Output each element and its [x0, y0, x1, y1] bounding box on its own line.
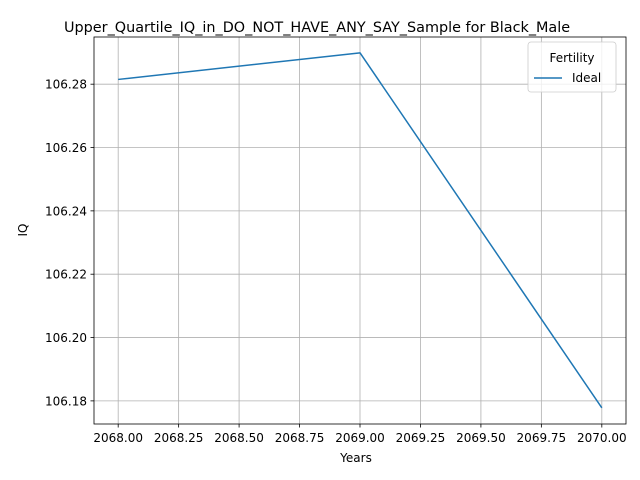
series-line-ideal [118, 52, 603, 409]
y-tick-label: 106.20 [45, 331, 87, 345]
x-tick-label: 2068.00 [93, 431, 143, 445]
chart-title: Upper_Quartile_IQ_in_DO_NOT_HAVE_ANY_SAY… [64, 20, 570, 36]
y-tick-label: 106.18 [45, 394, 87, 408]
x-tick-label: 2069.00 [335, 431, 385, 445]
x-tick-label: 2069.75 [517, 431, 567, 445]
x-tick-label: 2069.25 [396, 431, 446, 445]
legend-title: Fertility [549, 51, 594, 65]
x-tick-label: 2070.00 [577, 431, 627, 445]
y-tick-label: 106.24 [45, 204, 87, 218]
x-axis-label: Years [339, 451, 372, 465]
x-tick-label: 2068.25 [154, 431, 204, 445]
y-axis-label: IQ [16, 224, 30, 237]
x-tick-label: 2068.75 [275, 431, 325, 445]
y-tick-label: 106.26 [45, 141, 87, 155]
legend-box [527, 41, 617, 93]
y-tick-label: 106.22 [45, 268, 87, 282]
legend-label-ideal: Ideal [572, 71, 601, 85]
grid-lines [94, 37, 626, 424]
y-axis: 106.18 106.20 106.22 106.24 106.26 106.28 [45, 78, 94, 408]
x-axis: 2068.00 2068.25 2068.50 2068.75 2069.00 2069.… [93, 424, 627, 445]
y-tick-label: 106.28 [45, 78, 87, 92]
series-layer [118, 52, 603, 409]
x-tick-label: 2069.50 [456, 431, 506, 445]
legend: Fertility Ideal [527, 41, 617, 93]
x-tick-label: 2068.50 [214, 431, 264, 445]
